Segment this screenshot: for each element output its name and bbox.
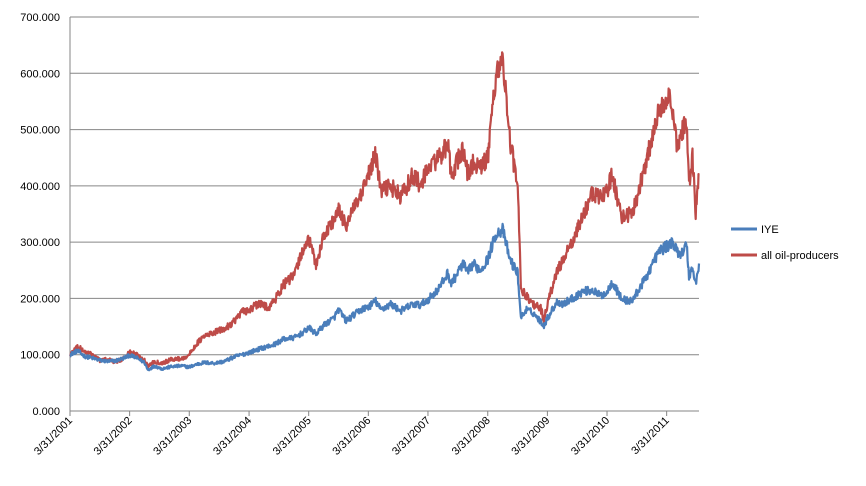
x-tick-label: 3/31/2001 [32, 415, 75, 458]
x-tick-label: 3/31/2009 [509, 415, 552, 458]
series-line-all-oil-producers [68, 51, 700, 369]
series-lines [68, 51, 701, 372]
y-tick-label: 300.000 [20, 237, 60, 249]
gridlines [70, 16, 699, 356]
x-tick-label: 3/31/2010 [569, 415, 612, 458]
y-tick-label: 500.000 [20, 125, 60, 137]
x-axis-tick-labels: 3/31/2001 3/31/2002 3/31/2003 3/31/2004 3/31… [32, 415, 672, 458]
y-axis-tick-labels: 0.000 100.000 200.000 300.000 400.000 500.000… [20, 12, 60, 418]
x-tick-label: 3/31/2003 [151, 415, 194, 458]
y-tick-label: 700.000 [20, 12, 60, 24]
x-tick-label: 3/31/2004 [211, 415, 254, 458]
y-tick-label: 600.000 [20, 68, 60, 80]
x-tick-label: 3/31/2011 [629, 415, 672, 458]
y-tick-label: 200.000 [20, 293, 60, 305]
legend-label-iye: IYE [761, 224, 779, 236]
axes [69, 17, 699, 416]
legend: IYE all oil-producers [731, 224, 839, 262]
x-tick-label: 3/31/2002 [92, 415, 135, 458]
x-tick-label: 3/31/2006 [330, 415, 373, 458]
x-tick-label: 3/31/2007 [390, 415, 433, 458]
y-tick-label: 400.000 [20, 181, 60, 193]
series-line-iye [69, 222, 701, 372]
y-tick-label: 0.000 [32, 406, 60, 418]
x-tick-label: 3/31/2008 [450, 415, 493, 458]
legend-label-all-oil-producers: all oil-producers [761, 250, 839, 262]
x-tick-label: 3/31/2005 [271, 415, 314, 458]
y-tick-label: 100.000 [20, 350, 60, 362]
